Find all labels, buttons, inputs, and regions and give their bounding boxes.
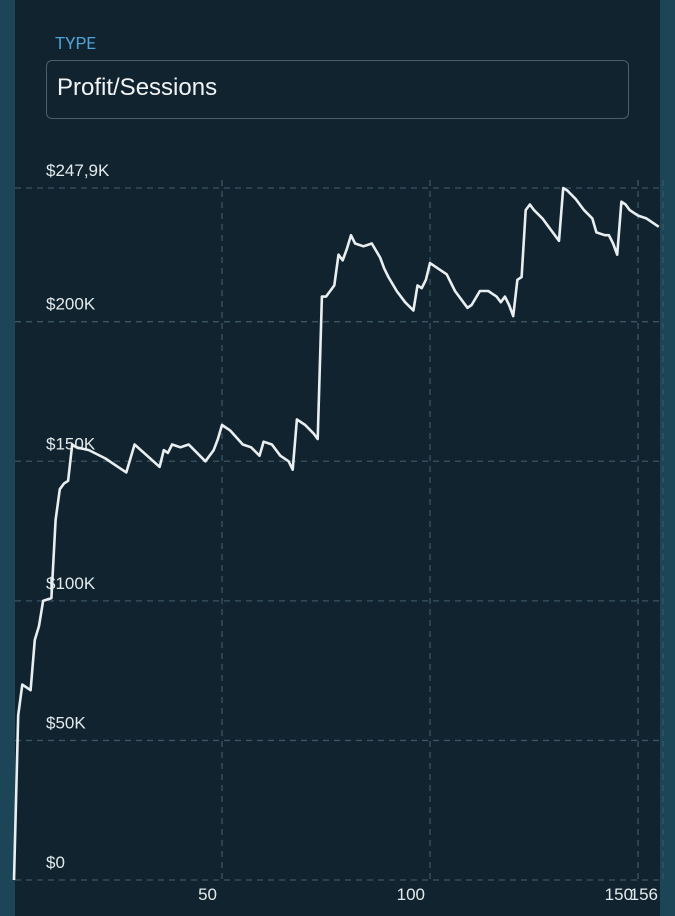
y-tick-label: $100K [46,574,96,593]
type-select[interactable] [46,60,629,119]
field-label: TYPE [55,34,96,54]
panel [15,0,660,916]
x-tick-label: 156 [630,885,658,904]
y-tick-label: $50K [46,713,86,732]
x-tick-label: 50 [198,885,217,904]
type-value[interactable]: Profit/Sessions [57,74,218,101]
x-tick-label: 100 [397,885,425,904]
y-tick-label: $200K [46,295,96,314]
x-tick-label: 150 [605,885,633,904]
data-line [12,186,660,881]
y-tick-label: $247,9K [46,161,110,180]
y-tick-label: $0 [46,853,65,872]
